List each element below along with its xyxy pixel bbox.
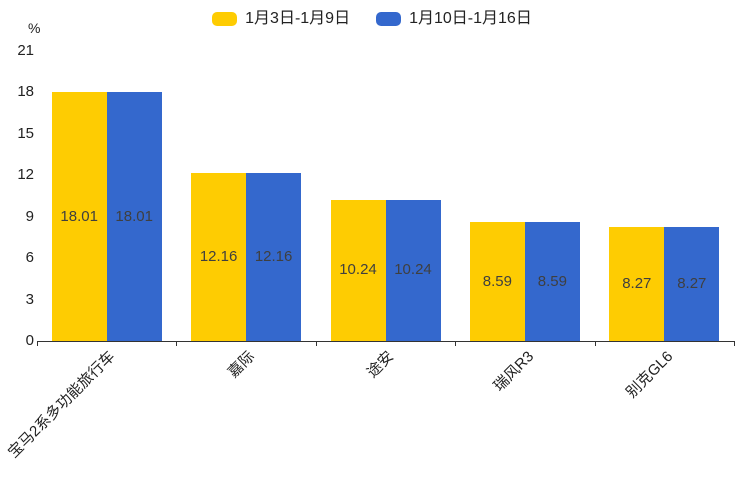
legend: 1月3日-1月9日 1月10日-1月16日: [0, 8, 744, 30]
x-axis-tick: [37, 341, 38, 346]
x-category-label: 宝马2系多功能旅行车: [5, 348, 119, 462]
bar-value-label: 8.59: [537, 272, 567, 290]
legend-swatch: [376, 12, 402, 26]
x-category-label: 途安: [364, 348, 398, 382]
bar-value-label: 18.01: [60, 207, 98, 225]
y-tick-label: 12: [17, 166, 34, 184]
bar-value-label: 12.16: [199, 248, 238, 266]
y-tick-label: 18: [17, 83, 34, 101]
bar-value-label: 10.24: [394, 261, 432, 279]
x-category-label: 嘉际: [224, 348, 259, 382]
bar-嘉际-series-0[interactable]: [191, 173, 247, 341]
y-tick-label: 6: [25, 249, 34, 267]
bar-途安-series-0[interactable]: [330, 199, 386, 341]
bar-途安-series-1[interactable]: [385, 199, 441, 341]
y-tick-label: 15: [17, 124, 34, 142]
bar-宝马2系多功能旅行车-series-0[interactable]: [51, 92, 107, 341]
x-axis-tick: [315, 341, 317, 346]
x-axis-tick: [455, 341, 457, 346]
bar-嘉际-series-1[interactable]: [246, 173, 302, 341]
bar-瑞风R3-series-1[interactable]: [524, 222, 580, 341]
x-axis-tick: [176, 341, 178, 346]
bar-value-label: 10.24: [339, 261, 377, 279]
x-axis-line: [37, 341, 734, 342]
y-tick-label: 9: [25, 207, 34, 225]
y-tick-label: 3: [25, 290, 34, 308]
legend-item-1[interactable]: 1月10日-1月16日: [376, 10, 532, 28]
bar-value-label: 12.16: [254, 248, 293, 266]
bar-value-label: 18.01: [115, 207, 153, 225]
legend-label: 1月3日-1月9日: [245, 10, 351, 27]
bar-value-label: 8.59: [482, 272, 512, 290]
bar-别克GL6-series-0[interactable]: [609, 226, 665, 341]
bar-宝马2系多功能旅行车-series-1[interactable]: [106, 92, 162, 341]
x-axis-tick: [594, 341, 596, 346]
bar-别克GL6-series-1[interactable]: [664, 226, 720, 341]
bar-瑞风R3-series-0[interactable]: [469, 222, 525, 341]
x-category-label: 瑞风R3: [490, 348, 537, 395]
y-tick-label: 0: [25, 332, 34, 349]
x-axis-tick: [734, 341, 735, 346]
bar-value-label: 8.27: [622, 274, 652, 292]
y-tick-label: 21: [17, 42, 34, 59]
bar-value-label: 8.27: [677, 274, 707, 292]
legend-item-0[interactable]: 1月3日-1月9日: [212, 10, 350, 28]
legend-swatch: [212, 12, 238, 26]
y-axis-unit-label: %: [28, 20, 41, 36]
x-category-label: 别克GL6: [623, 348, 677, 402]
legend-label: 1月10日-1月16日: [409, 10, 532, 27]
